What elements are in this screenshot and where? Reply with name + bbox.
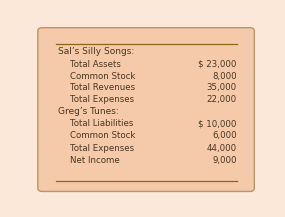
Text: 6,000: 6,000 <box>212 131 237 140</box>
Text: Total Assets: Total Assets <box>70 60 121 69</box>
Text: Sal’s Silly Songs:: Sal’s Silly Songs: <box>58 48 134 56</box>
Text: 44,000: 44,000 <box>207 143 237 153</box>
Text: Total Expenses: Total Expenses <box>70 95 134 104</box>
Text: Total Liabilities: Total Liabilities <box>70 119 133 128</box>
Text: 8,000: 8,000 <box>212 72 237 81</box>
Text: 35,000: 35,000 <box>207 83 237 92</box>
Text: Total Expenses: Total Expenses <box>70 143 134 153</box>
Text: $ 23,000: $ 23,000 <box>198 60 237 69</box>
Text: Net Income: Net Income <box>70 156 120 165</box>
Text: 9,000: 9,000 <box>212 156 237 165</box>
Text: Common Stock: Common Stock <box>70 72 135 81</box>
Text: Total Revenues: Total Revenues <box>70 83 135 92</box>
FancyBboxPatch shape <box>38 28 254 191</box>
Text: 22,000: 22,000 <box>207 95 237 104</box>
Text: Common Stock: Common Stock <box>70 131 135 140</box>
Text: Greg’s Tunes:: Greg’s Tunes: <box>58 107 119 116</box>
Text: $ 10,000: $ 10,000 <box>198 119 237 128</box>
